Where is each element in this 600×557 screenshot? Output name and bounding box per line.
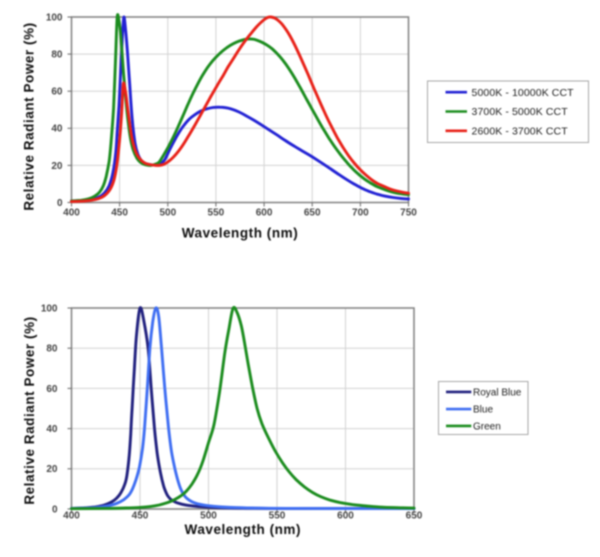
svg-text:400: 400	[63, 511, 80, 522]
svg-text:600: 600	[337, 511, 354, 522]
svg-text:5000K - 10000K CCT: 5000K - 10000K CCT	[472, 87, 575, 99]
svg-text:Relative Radiant Power (%): Relative Radiant Power (%)	[22, 22, 37, 210]
svg-text:20: 20	[51, 161, 63, 172]
svg-text:650: 650	[406, 511, 423, 522]
svg-text:600: 600	[256, 208, 273, 219]
svg-text:Relative Radiant Power (%): Relative Radiant Power (%)	[22, 316, 37, 504]
svg-text:500: 500	[159, 208, 176, 219]
svg-text:60: 60	[46, 384, 58, 395]
svg-text:2600K - 3700K CCT: 2600K - 3700K CCT	[472, 125, 569, 137]
svg-text:80: 80	[51, 50, 63, 61]
svg-text:40: 40	[51, 124, 63, 135]
svg-text:0: 0	[57, 198, 63, 209]
svg-text:450: 450	[111, 208, 128, 219]
svg-text:700: 700	[352, 208, 369, 219]
svg-text:Blue: Blue	[473, 405, 493, 416]
svg-text:Wavelength (nm): Wavelength (nm)	[185, 522, 302, 537]
svg-text:0: 0	[52, 504, 58, 515]
svg-text:100: 100	[46, 12, 63, 23]
svg-text:500: 500	[200, 511, 217, 522]
svg-text:Royal Blue: Royal Blue	[473, 388, 522, 399]
svg-text:650: 650	[304, 208, 321, 219]
svg-text:3700K - 5000K CCT: 3700K - 5000K CCT	[472, 106, 569, 118]
svg-text:750: 750	[400, 208, 417, 219]
svg-text:Wavelength (nm): Wavelength (nm)	[182, 226, 299, 241]
svg-text:40: 40	[46, 424, 58, 435]
svg-text:20: 20	[46, 464, 58, 475]
svg-text:80: 80	[46, 344, 58, 355]
svg-text:Green: Green	[473, 422, 501, 433]
svg-text:550: 550	[208, 208, 225, 219]
svg-text:60: 60	[51, 87, 63, 98]
svg-text:450: 450	[132, 511, 149, 522]
svg-text:550: 550	[269, 511, 286, 522]
svg-text:400: 400	[63, 208, 80, 219]
svg-text:100: 100	[41, 303, 58, 314]
